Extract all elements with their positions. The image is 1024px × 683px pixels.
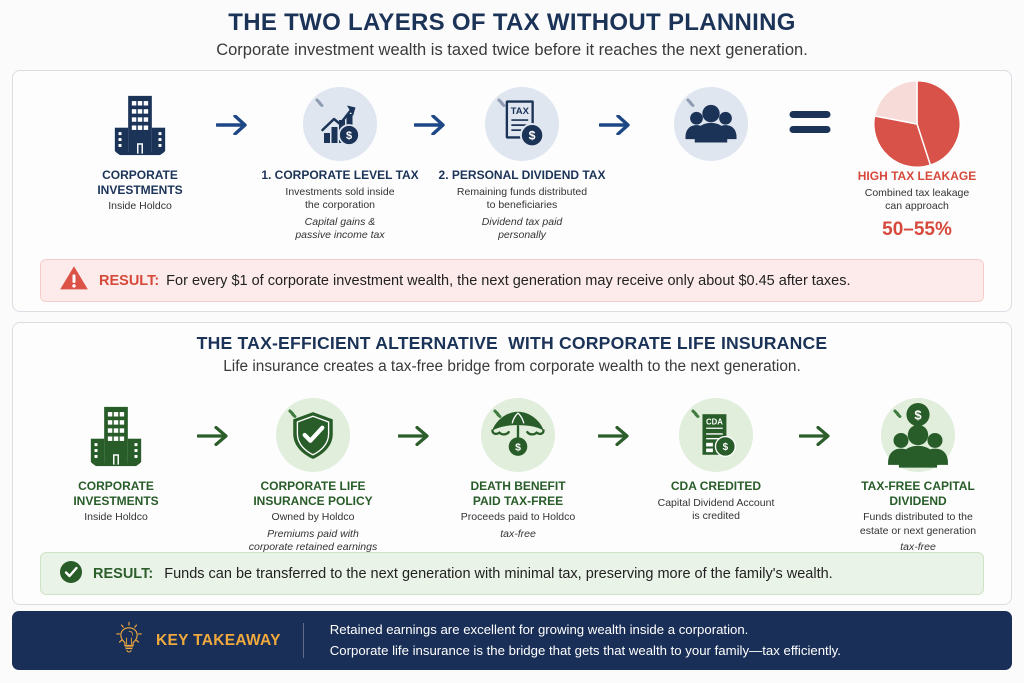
svg-text:$: $ <box>346 130 352 142</box>
svg-text:TAX: TAX <box>511 106 530 117</box>
svg-text:$: $ <box>914 407 921 422</box>
svg-text:$: $ <box>723 442 729 453</box>
svg-text:CDA: CDA <box>706 418 723 427</box>
svg-text:$: $ <box>529 129 536 143</box>
svg-text:$: $ <box>515 443 521 454</box>
